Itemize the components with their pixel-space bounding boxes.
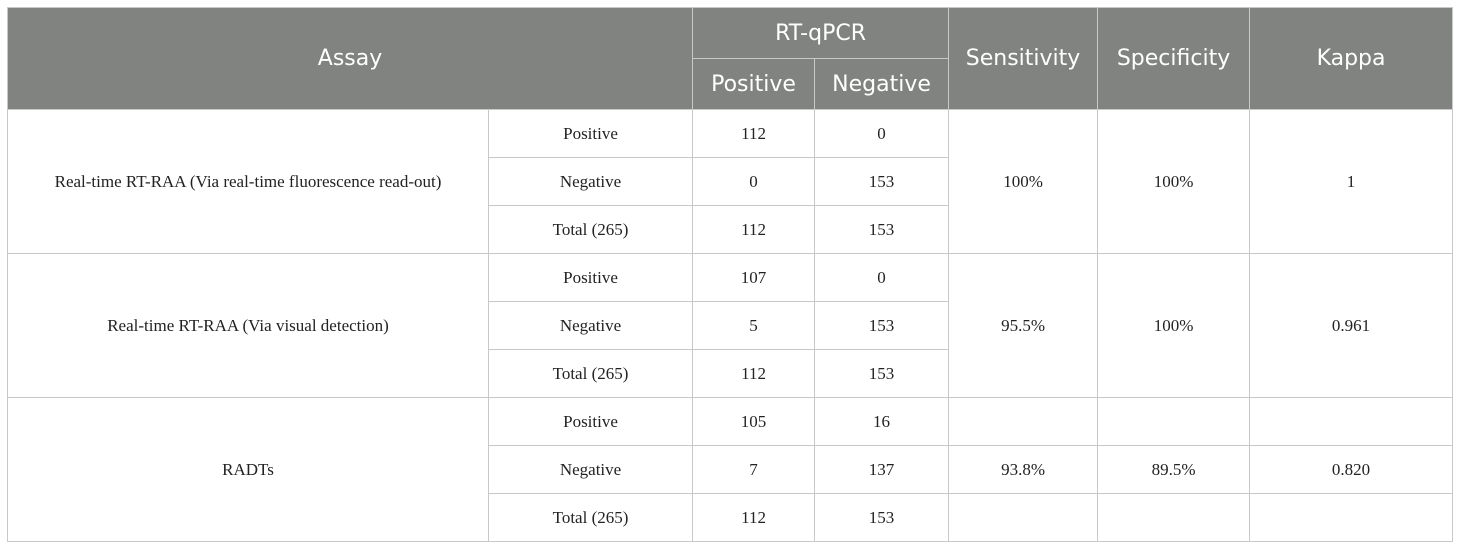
- sensitivity-cell: 100%: [948, 109, 1099, 254]
- specificity-cell: 100%: [1097, 109, 1251, 254]
- header-specificity: Specificity: [1097, 7, 1251, 110]
- header-assay: Assay: [6, 7, 694, 110]
- assay-name-cell: RADTs: [7, 397, 489, 542]
- sensitivity-cell: 93.8%: [948, 445, 1099, 494]
- positive-count-cell: 7: [692, 445, 816, 494]
- header-positive: Positive: [692, 58, 816, 110]
- negative-count-cell: 137: [814, 445, 950, 494]
- empty-cell: [1097, 397, 1251, 446]
- table-row: Real-time RT-RAA (Via real-time fluoresc…: [7, 109, 1454, 254]
- header-kappa: Kappa: [1249, 7, 1454, 110]
- negative-count-cell: 0: [814, 109, 950, 158]
- result-label-cell: Positive: [487, 397, 694, 446]
- positive-count-cell: 112: [692, 109, 816, 158]
- header-rt-qpcr: RT-qPCR: [692, 7, 950, 59]
- result-label-cell: Negative: [487, 157, 694, 206]
- positive-count-cell: 105: [692, 397, 816, 446]
- assay-name-cell: Real-time RT-RAA (Via real-time fluoresc…: [7, 109, 489, 254]
- positive-count-cell: 112: [692, 205, 816, 254]
- result-label-cell: Total (265): [487, 349, 694, 398]
- negative-count-cell: 153: [814, 301, 950, 350]
- table-row: Real-time RT-RAA (Via visual detection) …: [7, 253, 1454, 398]
- header-negative: Negative: [814, 58, 950, 110]
- table-row: Negative 7 137 93.8% 89.5% 0.820: [8, 445, 1454, 494]
- kappa-cell: 0.961: [1249, 253, 1454, 398]
- kappa-cell: 0.820: [1249, 445, 1454, 494]
- specificity-cell: 100%: [1097, 253, 1251, 398]
- result-label-cell: Positive: [487, 109, 694, 158]
- positive-count-cell: 112: [692, 493, 816, 542]
- empty-cell: [1249, 493, 1454, 542]
- empty-cell: [1097, 493, 1251, 542]
- specificity-cell: 89.5%: [1097, 445, 1251, 494]
- positive-count-cell: 112: [692, 349, 816, 398]
- result-label-cell: Negative: [487, 445, 694, 494]
- result-label-cell: Total (265): [487, 493, 694, 542]
- table-row: RADTs Positive 105 16: [7, 397, 1454, 542]
- negative-count-cell: 16: [814, 397, 950, 446]
- positive-count-cell: 107: [692, 253, 816, 302]
- empty-cell: [948, 397, 1099, 446]
- kappa-cell: 1: [1249, 109, 1454, 254]
- table-row: Total (265) 112 153: [8, 349, 1453, 398]
- table-row: Negative 0 153: [8, 157, 1453, 206]
- empty-cell: [948, 493, 1099, 542]
- negative-count-cell: 153: [814, 157, 950, 206]
- negative-count-cell: 153: [814, 493, 950, 542]
- results-table: Assay RT-qPCR Sensitivity Specificity Ka…: [6, 7, 1454, 542]
- positive-count-cell: 0: [692, 157, 816, 206]
- table-row: Total (265) 112 153: [8, 493, 1454, 542]
- result-label-cell: Total (265): [487, 205, 694, 254]
- negative-count-cell: 153: [814, 349, 950, 398]
- table-row: Negative 5 153: [8, 301, 1453, 350]
- result-label-cell: Positive: [487, 253, 694, 302]
- sensitivity-cell: 95.5%: [948, 253, 1099, 398]
- positive-count-cell: 5: [692, 301, 816, 350]
- negative-count-cell: 0: [814, 253, 950, 302]
- assay-name-cell: Real-time RT-RAA (Via visual detection): [7, 253, 489, 398]
- result-label-cell: Negative: [487, 301, 694, 350]
- negative-count-cell: 153: [814, 205, 950, 254]
- header-sensitivity: Sensitivity: [948, 7, 1099, 110]
- empty-cell: [1249, 397, 1454, 446]
